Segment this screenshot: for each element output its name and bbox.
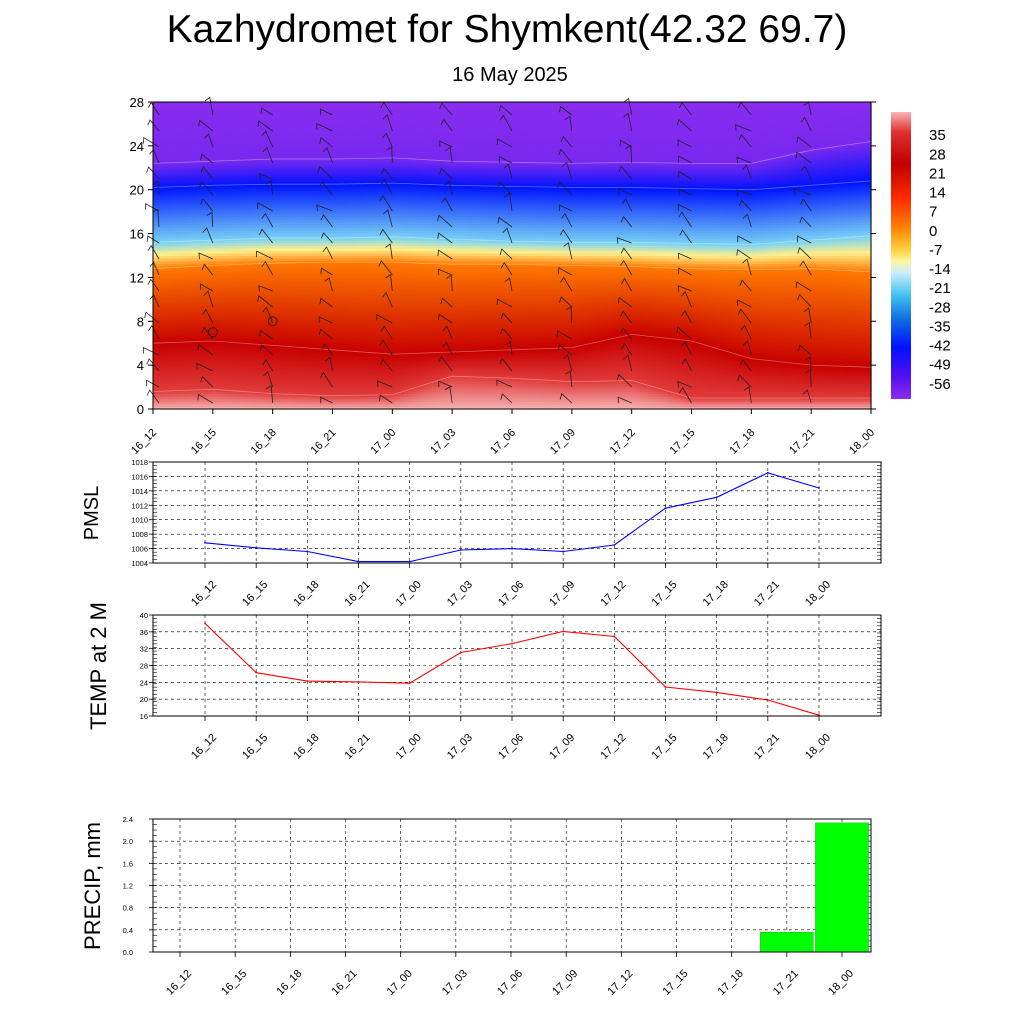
temperature-cross-section: 048121620242816_12 16_15 16_18 16_21 17_00 17…: [129, 95, 877, 457]
